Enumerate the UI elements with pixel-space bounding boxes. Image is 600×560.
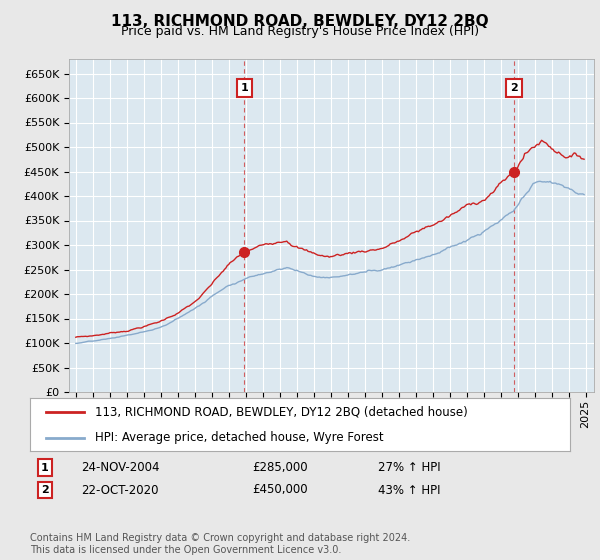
Text: 1: 1	[241, 83, 248, 93]
Text: 1: 1	[41, 463, 49, 473]
Text: £285,000: £285,000	[252, 461, 308, 474]
Text: 24-NOV-2004: 24-NOV-2004	[81, 461, 160, 474]
Text: 2: 2	[510, 83, 518, 93]
Text: 113, RICHMOND ROAD, BEWDLEY, DY12 2BQ: 113, RICHMOND ROAD, BEWDLEY, DY12 2BQ	[111, 14, 489, 29]
Text: 22-OCT-2020: 22-OCT-2020	[81, 483, 158, 497]
Text: 27% ↑ HPI: 27% ↑ HPI	[378, 461, 440, 474]
Text: Price paid vs. HM Land Registry's House Price Index (HPI): Price paid vs. HM Land Registry's House …	[121, 25, 479, 38]
Text: 2: 2	[41, 485, 49, 495]
Text: 113, RICHMOND ROAD, BEWDLEY, DY12 2BQ (detached house): 113, RICHMOND ROAD, BEWDLEY, DY12 2BQ (d…	[95, 406, 467, 419]
Text: Contains HM Land Registry data © Crown copyright and database right 2024.
This d: Contains HM Land Registry data © Crown c…	[30, 533, 410, 555]
Text: HPI: Average price, detached house, Wyre Forest: HPI: Average price, detached house, Wyre…	[95, 431, 383, 444]
Text: 43% ↑ HPI: 43% ↑ HPI	[378, 483, 440, 497]
Text: £450,000: £450,000	[252, 483, 308, 497]
